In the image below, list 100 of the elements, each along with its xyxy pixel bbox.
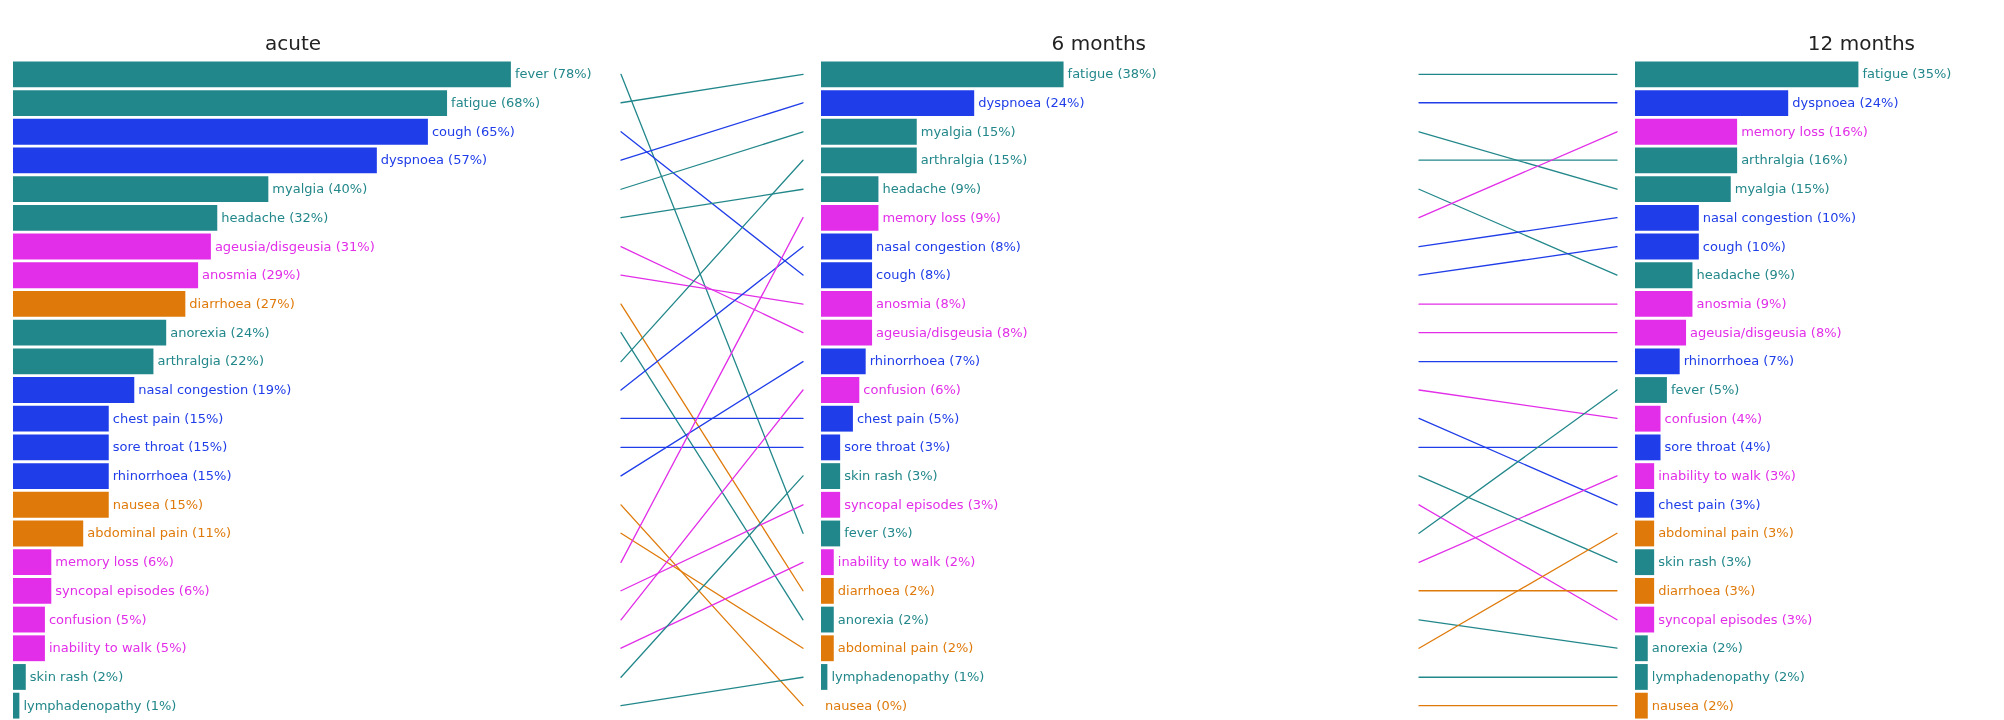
bar <box>13 692 20 719</box>
bar <box>1635 664 1648 690</box>
data-label: nasal congestion (8%) <box>876 238 1021 254</box>
data-label: abdominal pain (3%) <box>1658 525 1794 541</box>
data-label: anosmia (9%) <box>1696 295 1787 311</box>
bar <box>13 118 428 145</box>
bar <box>821 434 841 461</box>
data-label: memory loss (9%) <box>882 209 1001 225</box>
bar <box>1635 147 1738 174</box>
bar <box>13 434 109 461</box>
bar <box>821 262 873 289</box>
data-label: skin rash (3%) <box>1658 554 1752 570</box>
bar <box>13 405 109 432</box>
bar <box>1635 463 1655 489</box>
data-label: anorexia (2%) <box>837 611 929 627</box>
data-label: cough (10%) <box>1702 238 1786 254</box>
bar <box>821 291 873 317</box>
data-label: arthralgia (22%) <box>157 353 265 369</box>
bar <box>821 176 879 203</box>
data-label: myalgia (15%) <box>920 123 1016 139</box>
data-label: nausea (2%) <box>1651 697 1734 713</box>
bar <box>821 233 873 260</box>
bar <box>13 348 154 375</box>
data-label: nasal congestion (10%) <box>1702 209 1856 225</box>
data-label: fatigue (68%) <box>451 95 540 111</box>
data-label: syncopal episodes (3%) <box>844 496 999 512</box>
bar <box>821 348 866 375</box>
data-label: rhinorrhoea (7%) <box>869 353 981 369</box>
bar <box>1635 491 1655 518</box>
data-label: fatigue (38%) <box>1067 66 1157 82</box>
data-label: chest pain (3%) <box>1658 496 1761 512</box>
bar <box>13 377 135 403</box>
bar <box>13 262 199 289</box>
bar <box>13 233 211 260</box>
data-label: chest pain (5%) <box>856 410 960 426</box>
bar <box>1635 118 1738 145</box>
data-label: inability to walk (2%) <box>837 554 976 570</box>
bar <box>1635 319 1687 346</box>
bar <box>1635 61 1859 88</box>
bar <box>821 491 841 518</box>
data-label: dyspnoea (57%) <box>380 152 488 168</box>
bar <box>13 176 269 203</box>
bar <box>821 520 841 547</box>
data-label: headache (32%) <box>221 209 329 225</box>
data-label: anorexia (2%) <box>1651 640 1743 656</box>
data-label: abdominal pain (2%) <box>837 640 974 656</box>
bar <box>13 204 218 231</box>
chart-title: acute <box>264 31 322 55</box>
data-label: nausea (0%) <box>825 697 908 713</box>
bar <box>13 577 52 604</box>
bar <box>821 204 879 231</box>
bar <box>13 549 52 576</box>
data-label: lymphadenopathy (1%) <box>831 668 985 684</box>
data-label: anosmia (29%) <box>202 267 301 283</box>
bar <box>1635 434 1661 461</box>
bar <box>1635 577 1655 604</box>
data-label: ageusia/disgeusia (8%) <box>876 324 1028 340</box>
bar <box>1635 233 1699 260</box>
bar <box>13 664 26 690</box>
data-label: skin rash (2%) <box>29 668 124 684</box>
bar <box>821 147 917 174</box>
bar <box>821 90 975 116</box>
bar <box>821 61 1064 88</box>
data-label: nasal congestion (19%) <box>138 382 292 397</box>
chart-title: 12 months <box>1807 31 1915 55</box>
data-label: rhinorrhoea (15%) <box>112 468 232 484</box>
data-label: sore throat (15%) <box>112 439 228 455</box>
bar <box>1635 405 1661 432</box>
bar <box>1635 635 1648 662</box>
data-label: diarrhoea (3%) <box>1658 582 1756 598</box>
data-label: arthralgia (15%) <box>920 152 1028 168</box>
bar <box>13 61 511 88</box>
bar <box>1635 377 1667 403</box>
data-label: dyspnoea (24%) <box>978 95 1085 111</box>
data-label: diarrhoea (2%) <box>837 582 935 598</box>
bar <box>1635 520 1655 547</box>
data-label: arthralgia (16%) <box>1741 152 1848 168</box>
data-label: inability to walk (3%) <box>1658 468 1796 484</box>
bar <box>1635 204 1699 231</box>
bar <box>821 664 828 690</box>
data-label: fever (78%) <box>514 66 592 82</box>
data-label: chest pain (15%) <box>112 410 224 426</box>
bar <box>13 491 109 518</box>
data-label: ageusia/disgeusia (31%) <box>214 238 375 254</box>
bar <box>821 606 834 633</box>
data-label: lymphadenopathy (1%) <box>23 697 177 713</box>
data-label: inability to walk (5%) <box>48 640 187 656</box>
bar <box>1635 549 1655 576</box>
data-label: syncopal episodes (3%) <box>1658 611 1813 627</box>
bar <box>13 520 84 547</box>
bar <box>13 147 377 174</box>
data-label: nausea (15%) <box>112 496 204 512</box>
data-label: fatigue (35%) <box>1862 66 1952 82</box>
bar <box>13 291 186 317</box>
data-label: syncopal episodes (6%) <box>55 582 210 598</box>
chart-title: 6 months <box>1051 31 1146 55</box>
data-label: confusion (4%) <box>1664 410 1763 426</box>
data-label: fever (3%) <box>844 525 913 541</box>
data-label: cough (65%) <box>431 123 515 139</box>
data-label: abdominal pain (11%) <box>87 525 232 541</box>
